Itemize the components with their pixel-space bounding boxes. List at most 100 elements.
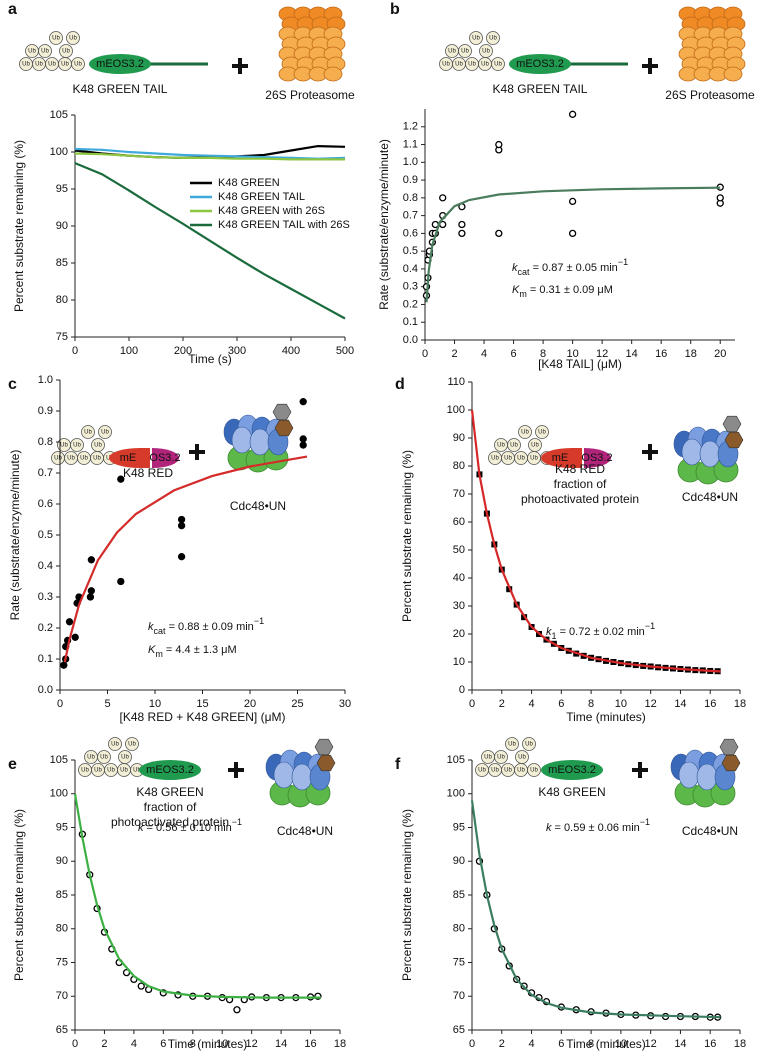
- y-tick-label: 50: [453, 544, 465, 556]
- annotation-part: cat: [154, 626, 167, 636]
- panel-letter: e: [8, 756, 17, 773]
- ubiquitin: [522, 737, 536, 751]
- ubiquitin-label: Ub: [497, 443, 505, 449]
- y-tick-label: 0.6: [403, 227, 418, 239]
- ubiquitin-label: Ub: [517, 768, 525, 774]
- tag: [139, 760, 201, 780]
- y-tick-label: 0.1: [38, 653, 53, 665]
- plus: [195, 444, 199, 460]
- legend-label: K48 GREEN with 26S: [218, 205, 325, 217]
- enzyme-label: Cdc48•UN: [230, 499, 286, 513]
- data-point: [495, 140, 503, 149]
- data-point: [87, 556, 95, 564]
- x-tick-label: 0: [72, 1038, 78, 1050]
- ubiquitin-label: Ub: [62, 49, 70, 55]
- y-tick-label: 0.7: [38, 467, 53, 479]
- panel-letter: d: [395, 376, 405, 393]
- ubiquitin-label: Ub: [455, 62, 463, 68]
- data-point: [60, 661, 68, 669]
- ubiquitin-label: Ub: [484, 755, 492, 761]
- y-tick-label: 30: [453, 600, 465, 612]
- x-tick-label: 18: [734, 1038, 746, 1050]
- proteasome-subunit: [723, 66, 743, 82]
- ubiquitin: [528, 438, 542, 452]
- ubiquitin-label: Ub: [497, 755, 505, 761]
- x-tick-label: 10: [216, 1038, 228, 1050]
- y-tick-label: 100: [447, 788, 465, 800]
- ubiquitin: [118, 750, 132, 764]
- ubiquitin: [518, 425, 532, 439]
- x-tick-label: 4: [528, 1038, 534, 1050]
- ubiquitin-label: Ub: [94, 443, 102, 449]
- y-tick-label: 0.2: [38, 622, 53, 634]
- ubiquitin-label: Ub: [531, 443, 539, 449]
- tag: [541, 760, 603, 780]
- y-tick-label: 20: [453, 628, 465, 640]
- cofactor: [722, 415, 742, 433]
- x-tick-label: 0: [422, 348, 428, 360]
- x-tick-label: 8: [588, 1038, 594, 1050]
- y-tick-label: 75: [453, 956, 465, 968]
- annotation-part: k: [138, 822, 144, 834]
- y-tick-label: 0.4: [403, 263, 418, 275]
- annotation-part: 1: [552, 631, 557, 641]
- y-tick-label: 65: [453, 1024, 465, 1036]
- ubiquitin: [125, 737, 139, 751]
- y-axis-label: Percent substrate remaining (%): [400, 450, 414, 622]
- tag-label: mEOS3.2: [516, 58, 564, 70]
- y-tick-label: 0.6: [38, 498, 53, 510]
- y-tick-label: 95: [453, 821, 465, 833]
- y-axis-label: Percent substrate remaining (%): [400, 809, 414, 981]
- ubiquitin-label: Ub: [517, 456, 525, 462]
- ubiquitin-label: Ub: [510, 443, 518, 449]
- x-tick-label: 12: [246, 1038, 258, 1050]
- ubiquitin-label: Ub: [107, 768, 115, 774]
- y-tick-label: 0.0: [38, 684, 53, 696]
- x-tick-label: 400: [282, 345, 300, 357]
- cdc48-domain: [273, 761, 295, 789]
- x-tick-label: 14: [674, 1038, 686, 1050]
- x-tick-label: 0: [469, 698, 475, 710]
- data-point: [177, 515, 186, 524]
- annotation-part: = 0.87 ± 0.05 min: [530, 262, 618, 274]
- data-point: [177, 522, 186, 530]
- x-tick-label: 6: [511, 348, 517, 360]
- ubiquitin: [479, 44, 493, 58]
- y-tick-label: 105: [447, 754, 465, 766]
- annotation: kcat = 0.87 ± 0.05 min−1: [512, 257, 628, 277]
- plus: [638, 762, 642, 778]
- ubiquitin: [98, 425, 112, 439]
- y-tick-label: 90: [56, 855, 68, 867]
- enzyme-label: Cdc48•UN: [277, 824, 333, 838]
- y-tick-label: 90: [56, 220, 68, 232]
- y-tick-label: 65: [56, 1024, 68, 1036]
- tag: [152, 448, 179, 468]
- y-tick-label: 85: [56, 889, 68, 901]
- ubiquitin-label: Ub: [530, 456, 538, 462]
- series-line: [74, 162, 346, 320]
- panel-letter: c: [8, 376, 17, 393]
- y-tick-label: 90: [453, 432, 465, 444]
- annotation-part: = 0.56 ± 0.10 min: [144, 822, 232, 834]
- annotation-part: −1: [645, 621, 655, 631]
- data-point: [568, 110, 577, 118]
- tag-label: mE: [120, 452, 137, 464]
- plus: [234, 762, 238, 778]
- ubiquitin-label: Ub: [74, 62, 82, 68]
- panel-letter: f: [395, 756, 401, 773]
- ubiquitin-label: Ub: [100, 755, 108, 761]
- ubiquitin: [527, 763, 541, 777]
- ubiquitin-label: Ub: [121, 755, 129, 761]
- ubiquitin: [70, 438, 84, 452]
- y-tick-label: 40: [453, 572, 465, 584]
- ubiquitin: [97, 750, 111, 764]
- ubiquitin-label: Ub: [28, 49, 36, 55]
- x-tick-label: 0: [57, 698, 63, 710]
- x-tick-label: 20: [714, 348, 726, 360]
- proteasome-subunit: [323, 66, 343, 82]
- ubiquitin-label: Ub: [521, 430, 529, 436]
- series-line: [74, 147, 346, 160]
- substrate-label: K48 RED: [555, 462, 605, 476]
- ubiquitin-label: Ub: [111, 742, 119, 748]
- ubiquitin-label: Ub: [518, 755, 526, 761]
